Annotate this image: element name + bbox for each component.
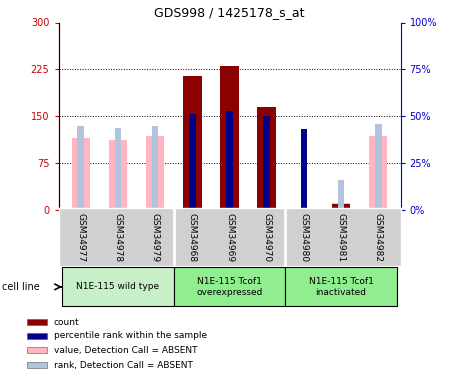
Text: GSM34978: GSM34978 <box>113 213 122 262</box>
Bar <box>152 126 158 210</box>
Bar <box>27 319 47 326</box>
Bar <box>189 114 196 210</box>
Bar <box>263 116 270 210</box>
Bar <box>109 140 127 210</box>
Bar <box>375 124 382 210</box>
Bar <box>27 362 47 368</box>
Bar <box>338 180 344 210</box>
Bar <box>369 136 387 210</box>
Text: GSM34981: GSM34981 <box>337 213 346 262</box>
Bar <box>220 66 239 210</box>
Bar <box>115 128 122 210</box>
Text: GSM34982: GSM34982 <box>374 213 382 262</box>
Bar <box>226 111 233 210</box>
Text: N1E-115 Tcof1
overexpressed: N1E-115 Tcof1 overexpressed <box>196 277 263 297</box>
Text: GSM34970: GSM34970 <box>262 213 271 262</box>
Bar <box>146 136 164 210</box>
Bar <box>72 138 90 210</box>
Bar <box>27 347 47 353</box>
Text: N1E-115 Tcof1
inactivated: N1E-115 Tcof1 inactivated <box>309 277 374 297</box>
Text: rank, Detection Call = ABSENT: rank, Detection Call = ABSENT <box>54 361 193 370</box>
Text: value, Detection Call = ABSENT: value, Detection Call = ABSENT <box>54 346 197 355</box>
Text: N1E-115 wild type: N1E-115 wild type <box>76 282 160 291</box>
Text: percentile rank within the sample: percentile rank within the sample <box>54 332 207 340</box>
Text: count: count <box>54 318 79 327</box>
Bar <box>183 76 202 210</box>
Text: GSM34977: GSM34977 <box>76 213 86 262</box>
Bar <box>301 129 307 210</box>
Text: GSM34980: GSM34980 <box>299 213 308 262</box>
FancyBboxPatch shape <box>62 267 174 306</box>
FancyBboxPatch shape <box>285 267 397 306</box>
Text: cell line: cell line <box>2 282 40 292</box>
Text: GSM34969: GSM34969 <box>225 213 234 262</box>
Text: GSM34968: GSM34968 <box>188 213 197 262</box>
Text: GSM34979: GSM34979 <box>151 213 160 262</box>
Bar <box>27 333 47 339</box>
Bar <box>77 126 84 210</box>
Bar <box>332 204 350 210</box>
Bar <box>332 202 350 210</box>
Title: GDS998 / 1425178_s_at: GDS998 / 1425178_s_at <box>154 6 305 18</box>
FancyBboxPatch shape <box>174 267 285 306</box>
Bar <box>257 107 276 210</box>
